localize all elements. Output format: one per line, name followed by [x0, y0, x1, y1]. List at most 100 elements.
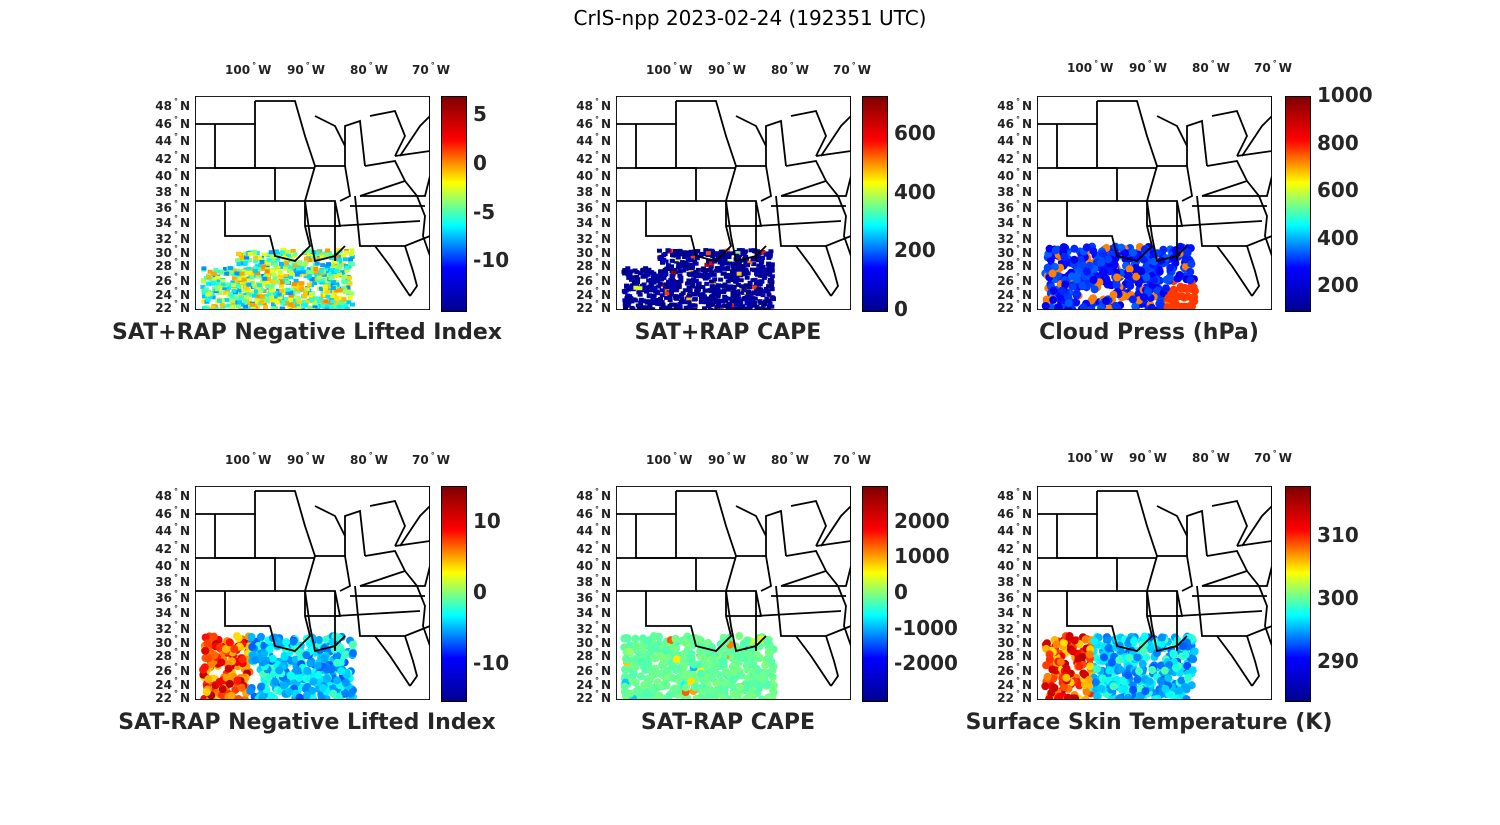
- field-mark: [229, 299, 235, 304]
- state-boundary: [765, 119, 787, 167]
- longitude-label: 100 ° W: [646, 451, 693, 467]
- field-mark: [681, 671, 690, 680]
- field-mark: [293, 278, 299, 283]
- field-mark: [721, 271, 727, 276]
- field-mark: [308, 686, 317, 695]
- field-mark: [756, 263, 762, 268]
- field-mark: [697, 292, 703, 297]
- field-mark: [334, 268, 340, 273]
- field-mark: [686, 285, 692, 290]
- field-mark: [667, 298, 673, 303]
- field-mark: [296, 266, 302, 271]
- latitude-label: 40 ° N: [576, 167, 611, 183]
- field-mark: [204, 299, 210, 304]
- field-mark: [243, 292, 249, 297]
- field-mark: [259, 300, 265, 305]
- field-mark: [334, 262, 340, 267]
- field-mark: [693, 270, 699, 275]
- field-mark: [1067, 272, 1076, 281]
- field-mark: [1140, 632, 1149, 641]
- field-mark: [1100, 653, 1109, 662]
- field-mark: [715, 291, 721, 296]
- field-mark: [1054, 694, 1063, 700]
- field-mark: [302, 299, 308, 304]
- colorbar-tick-label: 290: [1317, 649, 1359, 674]
- field-mark: [342, 290, 348, 295]
- field-mark: [273, 250, 279, 255]
- field-mark: [270, 295, 276, 300]
- latitude-label: 30 ° N: [997, 634, 1032, 650]
- state-boundary: [360, 175, 430, 197]
- colorbar-tick-label: 2000: [894, 508, 950, 533]
- field-mark: [1090, 637, 1099, 646]
- field-mark: [713, 268, 719, 273]
- latitude-label: 34 ° N: [576, 214, 611, 230]
- field-mark: [204, 654, 213, 663]
- field-mark: [287, 256, 293, 261]
- field-mark: [761, 275, 767, 280]
- field-mark: [745, 263, 751, 268]
- field-mark: [282, 266, 288, 271]
- field-mark: [708, 674, 717, 683]
- field-mark: [279, 681, 288, 690]
- field-mark: [299, 286, 305, 291]
- field-mark: [711, 290, 717, 295]
- field-mark: [676, 282, 682, 287]
- field-mark: [204, 675, 213, 684]
- field-mark: [1071, 694, 1080, 700]
- field-mark: [275, 266, 281, 271]
- field-mark: [235, 258, 241, 263]
- field-mark: [750, 257, 756, 262]
- field-mark: [725, 287, 731, 292]
- field-mark: [1148, 666, 1157, 675]
- latitude-label: 36 ° N: [997, 589, 1032, 605]
- field-mark: [1102, 297, 1111, 306]
- field-mark: [227, 691, 236, 700]
- field-mark: [733, 279, 739, 284]
- field-mark: [688, 249, 694, 254]
- state-boundary: [214, 124, 256, 169]
- state-boundary: [304, 590, 346, 653]
- field-mark: [296, 281, 302, 286]
- field-mark: [716, 671, 725, 680]
- field-mark: [294, 299, 300, 304]
- field-mark: [1150, 695, 1159, 700]
- field-mark: [747, 306, 753, 310]
- field-mark: [314, 670, 323, 679]
- field-mark: [677, 248, 683, 253]
- field-mark: [710, 662, 719, 671]
- field-mark: [309, 280, 315, 285]
- field-mark: [306, 659, 315, 668]
- field-mark: [257, 263, 263, 268]
- field-mark: [1081, 635, 1090, 644]
- field-mark: [648, 277, 654, 282]
- latitude-label: 38 ° N: [997, 183, 1032, 199]
- state-boundary: [825, 180, 851, 257]
- field-mark: [1085, 650, 1094, 659]
- field-mark: [1146, 645, 1155, 654]
- field-mark: [758, 672, 767, 681]
- field-mark: [264, 293, 270, 298]
- field-mark: [707, 687, 716, 696]
- state-boundary: [1241, 115, 1272, 157]
- state-boundary: [815, 486, 851, 547]
- field-mark: [664, 305, 670, 310]
- state-boundary: [1246, 635, 1260, 687]
- field-mark: [279, 280, 285, 285]
- state-boundary: [820, 505, 851, 547]
- field-mark: [744, 275, 750, 280]
- field-mark: [666, 306, 672, 310]
- field-mark: [735, 251, 741, 256]
- field-mark: [330, 282, 336, 287]
- field-mark: [215, 677, 224, 686]
- field-mark: [625, 293, 631, 298]
- state-boundary: [795, 635, 832, 687]
- field-mark: [337, 272, 343, 277]
- field-mark: [714, 251, 720, 256]
- field-mark: [1058, 286, 1067, 295]
- colorbar: [862, 486, 888, 702]
- field-mark: [1072, 298, 1081, 307]
- field-mark: [672, 644, 681, 653]
- field-mark: [690, 282, 696, 287]
- state-boundary: [765, 509, 787, 557]
